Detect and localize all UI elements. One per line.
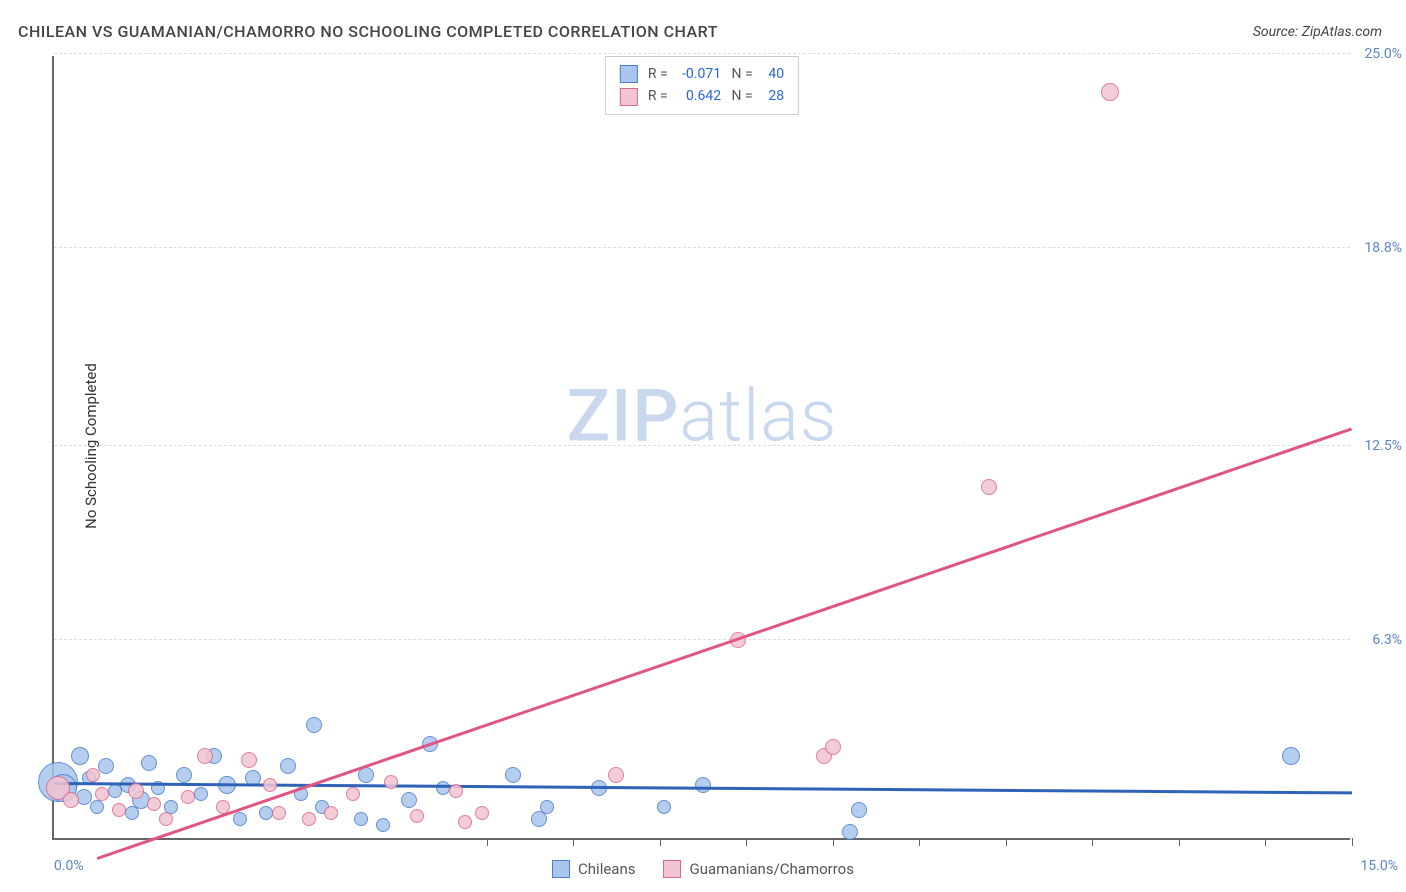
scatter-point: [306, 717, 322, 733]
x-axis-max-label: 15.0%: [1360, 858, 1398, 874]
scatter-point: [825, 739, 841, 755]
y-tick-label: 6.3%: [1354, 632, 1402, 648]
legend-swatch: [620, 65, 638, 83]
scatter-point: [458, 815, 472, 829]
scatter-point: [505, 767, 521, 783]
x-tick: [1092, 838, 1093, 846]
scatter-point: [981, 479, 997, 495]
x-tick: [833, 838, 834, 846]
scatter-point: [354, 812, 368, 826]
y-tick-label: 12.5%: [1354, 438, 1402, 454]
scatter-point: [531, 811, 547, 827]
chart-title: CHILEAN VS GUAMANIAN/CHAMORRO NO SCHOOLI…: [18, 22, 718, 41]
x-tick: [746, 838, 747, 846]
y-tick-label: 25.0%: [1354, 46, 1402, 62]
gridline: [54, 247, 1350, 248]
gridline: [54, 53, 1350, 54]
x-tick: [1006, 838, 1007, 846]
legend-stat: R = 0.642 N = 28: [648, 85, 784, 107]
x-tick: [1352, 838, 1353, 846]
legend-label: Guamanians/Chamorros: [689, 860, 853, 878]
scatter-point: [112, 803, 126, 817]
y-tick-label: 18.8%: [1354, 240, 1402, 256]
scatter-point: [263, 778, 277, 792]
scatter-point: [95, 787, 109, 801]
scatter-point: [147, 797, 161, 811]
scatter-point: [449, 784, 463, 798]
x-tick: [487, 838, 488, 846]
scatter-point: [194, 787, 208, 801]
legend-item: Chileans: [552, 860, 635, 878]
scatter-point: [63, 792, 79, 808]
scatter-point: [475, 806, 489, 820]
scatter-point: [241, 752, 257, 768]
x-tick: [573, 838, 574, 846]
legend-swatch: [620, 88, 638, 106]
source-attribution: Source: ZipAtlas.com: [1253, 24, 1382, 40]
scatter-point: [657, 800, 671, 814]
x-tick: [1179, 838, 1180, 846]
scatter-point: [176, 767, 192, 783]
scatter-point: [197, 748, 213, 764]
legend-row: R = -0.071 N = 40: [620, 63, 784, 85]
scatter-point: [272, 806, 286, 820]
scatter-point: [233, 812, 247, 826]
legend-row: R = 0.642 N = 28: [620, 85, 784, 107]
trend-line: [97, 428, 1353, 860]
scatter-point: [358, 767, 374, 783]
scatter-point: [324, 806, 338, 820]
correlation-legend-box: R = -0.071 N = 40R = 0.642 N = 28: [605, 56, 799, 115]
legend-item: Guamanians/Chamorros: [663, 860, 853, 878]
legend-label: Chileans: [578, 860, 635, 878]
scatter-point: [71, 747, 89, 765]
scatter-point: [410, 809, 424, 823]
scatter-point: [346, 787, 360, 801]
scatter-point: [540, 800, 554, 814]
legend-swatch: [663, 860, 681, 878]
x-tick: [1265, 838, 1266, 846]
scatter-point: [436, 781, 450, 795]
gridline: [54, 445, 1350, 446]
scatter-point: [851, 802, 867, 818]
scatter-point: [302, 812, 316, 826]
scatter-point: [280, 758, 296, 774]
chart-plot-area: ZIPatlas R = -0.071 N = 40R = 0.642 N = …: [52, 56, 1350, 840]
legend-swatch: [552, 860, 570, 878]
x-axis-min-label: 0.0%: [54, 858, 84, 874]
x-tick: [919, 838, 920, 846]
scatter-point: [695, 777, 711, 793]
scatter-point: [128, 783, 144, 799]
scatter-point: [842, 824, 858, 840]
scatter-point: [376, 818, 390, 832]
scatter-point: [141, 755, 157, 771]
scatter-point: [181, 790, 195, 804]
scatter-point: [401, 792, 417, 808]
series-legend: Chileans Guamanians/Chamorros: [552, 860, 854, 878]
gridline: [54, 639, 1350, 640]
scatter-point: [1101, 83, 1119, 101]
scatter-point: [608, 767, 624, 783]
scatter-point: [159, 812, 173, 826]
scatter-point: [259, 806, 273, 820]
scatter-point: [86, 768, 100, 782]
x-tick: [660, 838, 661, 846]
scatter-point: [384, 775, 398, 789]
scatter-point: [1282, 747, 1300, 765]
scatter-point: [98, 758, 114, 774]
scatter-point: [90, 800, 104, 814]
legend-stat: R = -0.071 N = 40: [648, 63, 784, 85]
